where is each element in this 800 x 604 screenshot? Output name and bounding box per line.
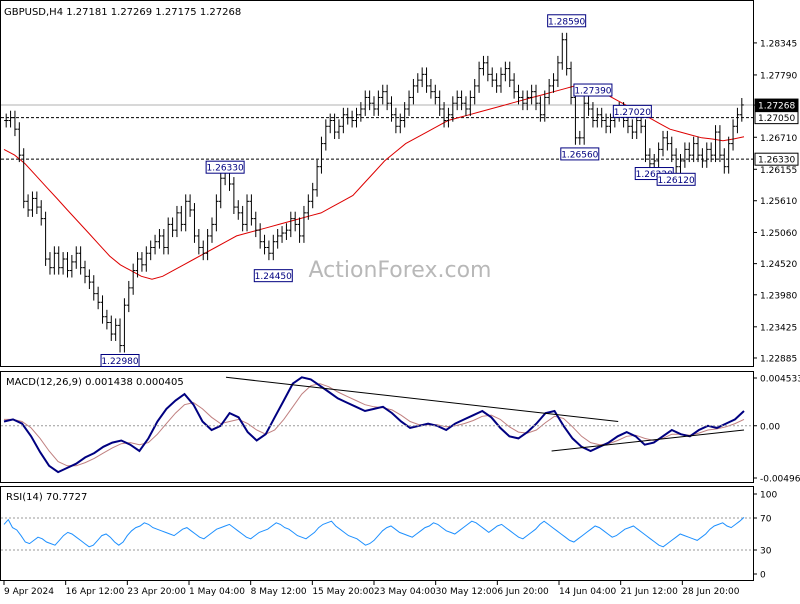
price-annotations: 1.22980 1.26330 1.24450 1.28590 1.27390 1.265… [100, 14, 696, 367]
moving-average-line [3, 85, 745, 280]
annotation-box [612, 104, 652, 118]
rsi-y-axis: 100 70 30 0 [753, 491, 777, 581]
price-y-tick-label: 1.26155 [760, 166, 797, 176]
rsi-y-tick-label: 30 [760, 547, 772, 557]
rsi-lines [1, 517, 753, 551]
annotation-label: 1.26560 [561, 150, 598, 160]
annotation-box [547, 14, 587, 28]
time-tick-label: 23 May 04:00 [374, 587, 436, 597]
price-panel [0, 0, 754, 367]
price-y-tick-label: 1.25610 [760, 197, 797, 207]
time-tick-label: 21 Jun 12:00 [621, 587, 678, 597]
rsi-line [3, 517, 745, 548]
moving-average-path [3, 85, 745, 280]
price-y-tick-label: 1.28345 [760, 39, 797, 49]
macd-y-tick-label: 0.004533 [760, 375, 800, 385]
annotation-label: 1.27390 [574, 87, 611, 97]
annotation-label: 1.26220 [636, 170, 673, 180]
time-tick-label: 16 Apr 12:00 [66, 587, 125, 597]
rsi-panel [0, 486, 754, 581]
macd-title: MACD(12,26,9) 0.001438 0.000405 [6, 377, 184, 388]
price-y-tick-label: 1.23980 [760, 291, 797, 301]
macd-y-tick-label: -0.00496 [760, 475, 800, 485]
time-tick-label: 1 May 04:00 [189, 587, 245, 597]
annotation-label: 1.28590 [548, 17, 585, 27]
price-bars [4, 32, 744, 353]
price-y-tick-label: 1.27790 [760, 71, 797, 81]
time-tick-label: 6 Jun 20:00 [497, 587, 549, 597]
price-level-label: 1.27268 [758, 102, 795, 112]
annotation-label: 1.22980 [101, 357, 138, 367]
annotation-box [573, 83, 613, 97]
rsi-title: RSI(14) 70.7727 [6, 492, 87, 503]
annotation-box [560, 147, 600, 161]
price-level-box [754, 152, 799, 166]
annotation-label: 1.27020 [614, 108, 651, 118]
price-title: GBPUSD,H4 1.27181 1.27269 1.27175 1.2726… [4, 7, 241, 18]
price-y-tick-label: 1.22885 [760, 354, 797, 364]
price-level-box [754, 98, 799, 112]
price-level-label: 1.27050 [758, 114, 795, 124]
macd-trendline [551, 429, 745, 452]
annotation-box [100, 353, 140, 367]
time-tick-label: 8 May 12:00 [251, 587, 307, 597]
price-y-tick-label: 1.25060 [760, 229, 797, 239]
time-tick-label: 23 Apr 20:00 [127, 587, 186, 597]
watermark: ActionForex.com [309, 258, 492, 283]
rsi-y-tick-label: 0 [760, 571, 766, 581]
annotation-box [656, 172, 696, 186]
macd-line [3, 376, 745, 474]
time-tick-label: 15 May 20:00 [312, 587, 374, 597]
price-y-axis: 1.28345 1.27790 1.27268 1.26710 1.26155 1.256… [753, 39, 799, 364]
price-level-box [754, 111, 799, 125]
annotation-label: 1.26330 [207, 164, 244, 174]
price-y-tick-label: 1.26710 [760, 134, 797, 144]
rsi-y-tick-label: 70 [760, 515, 772, 525]
annotation-box [253, 269, 293, 283]
annotation-box [205, 160, 245, 174]
time-tick-label: 9 Apr 2024 [4, 587, 54, 597]
annotation-label: 1.24450 [255, 272, 292, 282]
annotation-label: 1.26120 [658, 176, 695, 186]
time-tick-label: 30 May 12:00 [436, 587, 498, 597]
macd-panel [0, 371, 754, 483]
macd-trendline [225, 376, 619, 423]
time-tick-label: 28 Jun 20:00 [682, 587, 739, 597]
price-y-tick-label: 1.23425 [760, 323, 797, 333]
time-tick-label: 14 Jun 04:00 [559, 587, 616, 597]
macd-y-tick-label: 0.00 [760, 422, 780, 432]
price-y-tick-label: 1.24520 [760, 260, 797, 270]
macd-y-axis: 0.004533 0.00 -0.00496 [1, 375, 800, 485]
time-axis: 9 Apr 2024 16 Apr 12:00 23 Apr 20:00 1 May … [3, 581, 740, 597]
rsi-y-tick-label: 100 [760, 491, 777, 501]
macd-lines [3, 376, 745, 474]
price-level-label: 1.26330 [758, 156, 795, 166]
